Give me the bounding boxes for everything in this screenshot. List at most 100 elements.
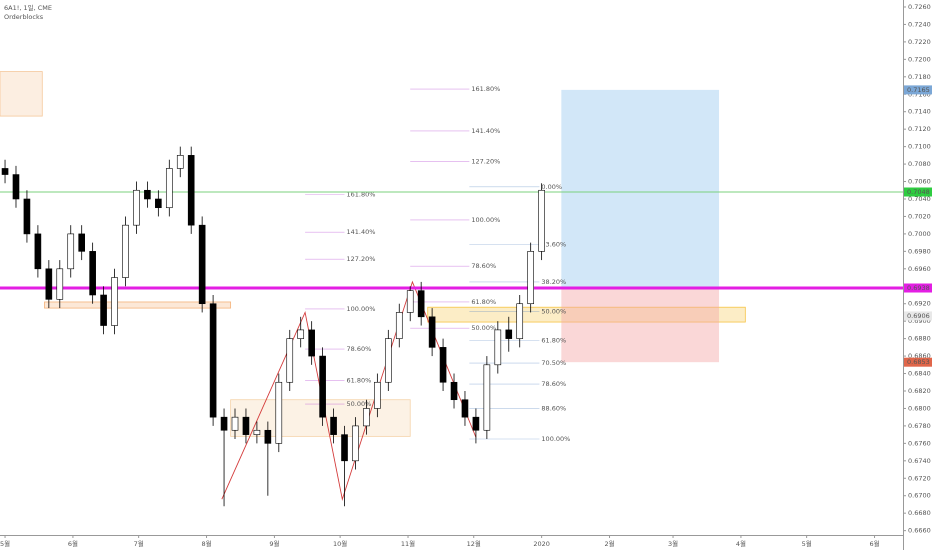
price-label-bg: [904, 311, 932, 321]
candle-body: [133, 189, 140, 226]
candle-body: [78, 233, 86, 252]
candle-body: [385, 338, 392, 383]
fib-label: 100.00%: [347, 305, 376, 313]
y-tick-label: 0.7080: [908, 160, 931, 168]
fib-label: 88.60%: [541, 404, 566, 412]
candle-body: [209, 303, 217, 418]
candle-body: [34, 233, 42, 270]
y-tick-label: 0.7240: [908, 20, 931, 28]
orderblock-zone: [427, 306, 746, 323]
candle-body: [472, 416, 480, 431]
orderblock-zone: [0, 71, 43, 117]
candle-body: [56, 268, 64, 300]
indicator-name: Orderblocks: [4, 13, 44, 21]
candle-body: [330, 416, 337, 435]
price-label-bg: [904, 187, 932, 197]
fib-label: 100.00%: [541, 435, 570, 443]
price-label: 0.7165: [907, 86, 930, 94]
fib-label: 61.80%: [347, 377, 372, 385]
fib-label: 127.20%: [471, 157, 500, 165]
candle-body: [45, 268, 53, 300]
x-tick-label: 9월: [269, 539, 279, 548]
y-tick-label: 0.6960: [908, 265, 931, 273]
candle-body: [1, 168, 9, 175]
y-tick-label: 0.6820: [908, 387, 931, 395]
candle-body: [100, 294, 107, 326]
y-tick-label: 0.7040: [908, 195, 931, 203]
candle-body: [450, 381, 458, 401]
y-tick-label: 0.6980: [908, 247, 931, 255]
orderblock-zone: [44, 301, 232, 309]
fib-label: 23.60%: [541, 240, 566, 248]
candle-body: [363, 408, 370, 427]
y-tick-label: 0.6680: [908, 509, 931, 517]
x-tick-label: 11월: [401, 539, 415, 548]
fib-label: 78.60%: [347, 345, 372, 353]
y-tick-label: 0.6700: [908, 492, 931, 500]
fib-label: 161.80%: [471, 85, 500, 93]
chart-title: 6A1!, 1일, CME: [4, 3, 52, 12]
candle-body: [12, 174, 20, 200]
candle-body: [220, 416, 228, 431]
fib-label: 78.60%: [471, 262, 496, 270]
candle-body: [155, 198, 162, 209]
candle-body: [527, 251, 534, 305]
y-tick-label: 0.7020: [908, 212, 931, 220]
candle-body: [352, 425, 359, 462]
candle-body: [406, 290, 414, 313]
x-tick-label: 10월: [333, 539, 347, 548]
x-tick-label: 2020: [533, 540, 550, 548]
candle-body: [176, 155, 184, 169]
fib-label: 70.50%: [541, 359, 566, 367]
candle-body: [111, 277, 118, 326]
fib-label: 141.40%: [347, 228, 376, 236]
x-tick-label: 8월: [201, 539, 211, 548]
candle-body: [494, 329, 502, 366]
fib-label: 141.40%: [471, 127, 500, 135]
candle-body: [231, 416, 239, 431]
price-label-bg: [904, 85, 932, 95]
fib-label: 50.00%: [471, 324, 496, 332]
candle-body: [374, 381, 381, 409]
y-tick-label: 0.6840: [908, 370, 931, 378]
y-tick-label: 0.6860: [908, 352, 931, 360]
y-tick-label: 0.7120: [908, 125, 931, 133]
price-label: 0.6853: [907, 358, 930, 366]
candle-body: [505, 329, 513, 339]
y-tick-label: 0.6720: [908, 474, 931, 482]
price-label-bg: [904, 283, 932, 293]
y-tick-label: 0.6740: [908, 457, 931, 465]
candle-body: [516, 303, 524, 339]
fib-label: 100.00%: [471, 216, 500, 224]
y-tick-label: 0.7000: [908, 230, 931, 238]
x-tick-label: 6월: [68, 539, 78, 548]
price-label-bg: [904, 357, 932, 367]
candle-body: [308, 329, 315, 357]
y-tick-label: 0.7220: [908, 38, 931, 46]
y-tick-label: 0.6880: [908, 335, 931, 343]
y-tick-label: 0.7060: [908, 178, 931, 186]
y-tick-label: 0.6660: [908, 527, 931, 535]
x-tick-label: 4월: [736, 539, 746, 548]
x-tick-label: 5월: [802, 539, 812, 548]
candle-body: [297, 329, 305, 339]
y-tick-label: 0.6920: [908, 300, 931, 308]
x-tick-label: 12월: [467, 539, 481, 548]
fib-label: 127.20%: [347, 255, 376, 263]
price-label: 0.6906: [907, 312, 930, 320]
candle-body: [23, 198, 31, 235]
fib-label: 78.60%: [541, 380, 566, 388]
candle-body: [428, 316, 436, 348]
y-tick-label: 0.7180: [908, 73, 931, 81]
price-label: 0.6938: [907, 284, 930, 292]
candle-body: [483, 364, 491, 431]
y-tick-label: 0.6900: [908, 317, 931, 325]
fib-label: 50.00%: [541, 308, 566, 316]
x-tick-label: 5월: [0, 539, 10, 548]
candle-body: [67, 233, 75, 270]
candle-body: [187, 155, 195, 226]
candle-body: [286, 338, 294, 383]
y-tick-label: 0.7140: [908, 108, 931, 116]
